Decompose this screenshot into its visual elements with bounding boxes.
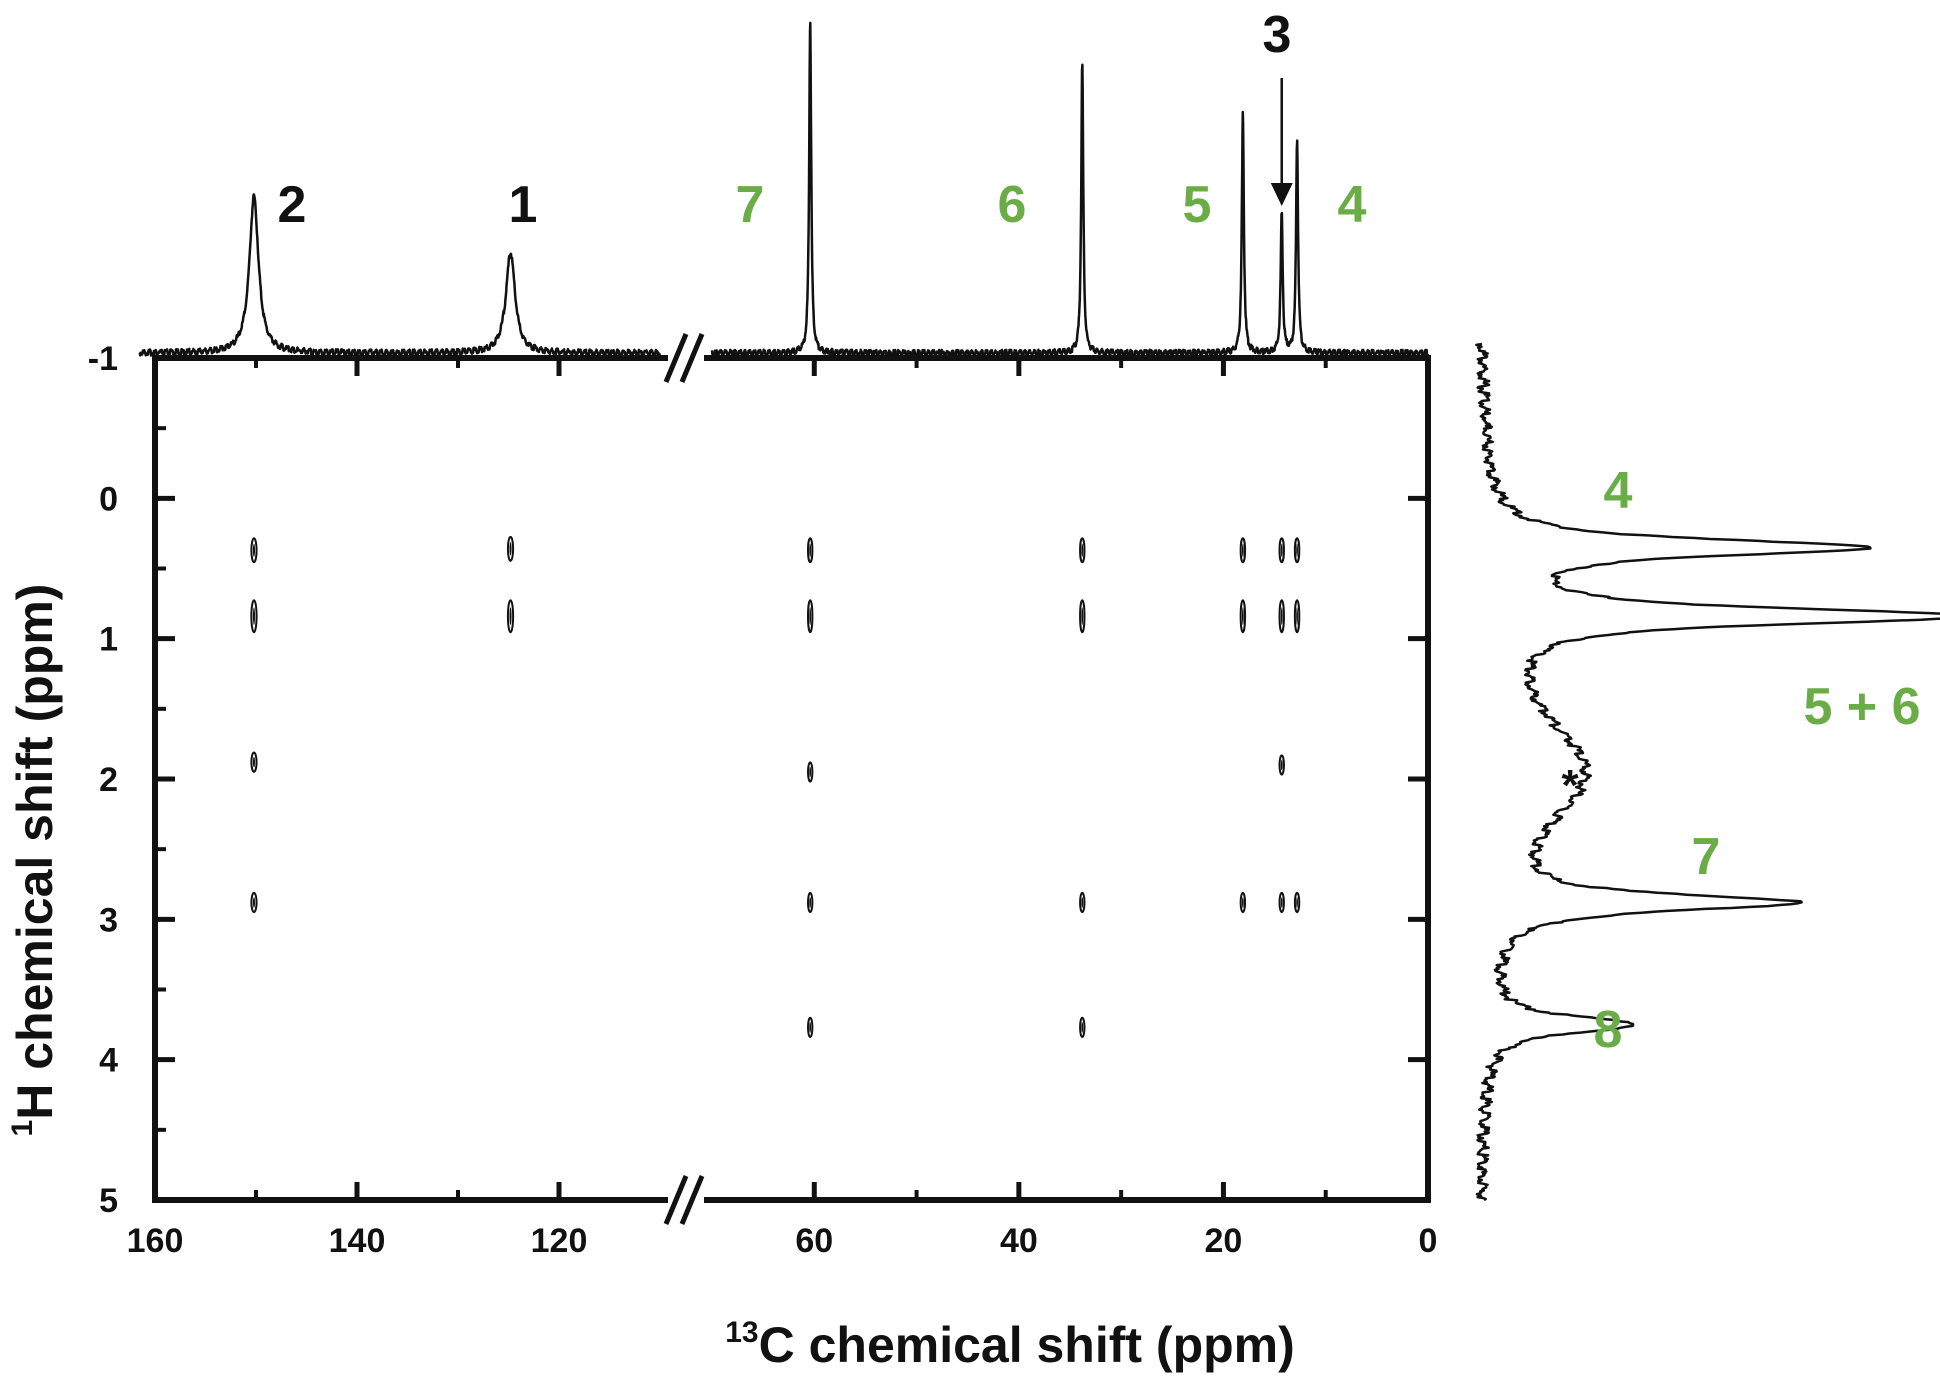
y-axis-label: 1H chemical shift (ppm) <box>6 584 63 1137</box>
cross-peak <box>1239 891 1247 914</box>
proton-trace <box>1475 342 1940 1202</box>
cross-peak-core <box>809 543 812 557</box>
y-tick-label: 3 <box>99 901 118 939</box>
x-tick-label: 40 <box>1000 1222 1038 1260</box>
proton-peak-label: 4 <box>1604 462 1633 520</box>
x-axis-label-text: C chemical shift (ppm) <box>759 1317 1295 1373</box>
cross-peak-core <box>1081 897 1084 908</box>
x-tick-label: 120 <box>531 1222 588 1260</box>
cross-peak-core <box>252 607 256 626</box>
carbon-peak-label: 7 <box>736 176 765 234</box>
cross-peak-core <box>509 607 512 626</box>
y-axis-label-text: H chemical shift (ppm) <box>7 584 63 1120</box>
cross-peak <box>506 535 515 562</box>
proton-1d-projection <box>1475 342 1940 1202</box>
cross-peak-core <box>1241 543 1244 557</box>
y-tick-label: 1 <box>99 621 118 659</box>
cross-peak-core <box>1280 607 1283 626</box>
cross-peak-core <box>809 1022 812 1033</box>
cross-peak <box>250 599 258 634</box>
carbon-1d-projection <box>138 21 1430 358</box>
peak-arrow-head <box>1270 183 1293 206</box>
cross-peak <box>806 761 814 783</box>
y-axis-ticks: -1 0 1 2 3 4 5 <box>88 340 1428 1220</box>
carbon-trace-left <box>138 193 662 358</box>
proton-peak-label: * <box>1561 761 1579 810</box>
cross-peak-core <box>1081 607 1084 626</box>
cross-peak <box>1293 891 1301 914</box>
cross-peak <box>1278 891 1285 914</box>
proton-peak-label: 5 + 6 <box>1803 678 1920 736</box>
carbon-peak-label: 3 <box>1263 6 1292 64</box>
axis-break-mark-bottom-1 <box>679 1175 705 1225</box>
carbon-peak-label: 2 <box>278 176 307 234</box>
x-tick-label: 140 <box>329 1222 386 1260</box>
cross-peak-core <box>1280 759 1283 771</box>
cross-peak-core <box>509 542 512 556</box>
cross-peak <box>250 537 258 564</box>
cross-peak <box>806 1016 814 1038</box>
y-tick-label: -1 <box>88 340 118 378</box>
cross-peak <box>1293 599 1301 634</box>
cross-peak <box>1278 754 1285 776</box>
cross-peak-core <box>1280 543 1283 557</box>
y-tick-label: 0 <box>99 480 118 518</box>
y-tick-label: 4 <box>99 1042 118 1080</box>
cross-peak-core <box>1296 543 1298 557</box>
carbon-peak-label: 4 <box>1338 176 1367 234</box>
peak-labels: 2 1 7 6 5 3 4 4 5 + 6 * 7 8 <box>278 6 1921 1059</box>
cross-peak-core <box>809 607 812 626</box>
x-tick-label: 0 <box>1419 1222 1438 1260</box>
x-axis-ticks: 160 140 120 60 40 20 0 <box>127 358 1438 1260</box>
cross-peak <box>1293 537 1301 564</box>
y-axis-label-sup: 1 <box>6 1120 39 1137</box>
plot-border <box>152 355 1431 1203</box>
carbon-peak-label: 5 <box>1183 176 1212 234</box>
cross-peak <box>1079 891 1086 914</box>
cross-peak <box>1239 537 1247 564</box>
carbon-peak-label: 1 <box>509 176 538 234</box>
axis-break-mark-top-0 <box>663 333 689 383</box>
cross-peak <box>1278 599 1285 634</box>
cross-peak-core <box>809 766 812 778</box>
cross-peak <box>806 537 814 564</box>
cross-peak-core <box>1280 897 1283 908</box>
cross-peak <box>1278 537 1285 564</box>
cross-peak-core <box>252 543 256 557</box>
cross-peak-core <box>1081 543 1084 557</box>
cross-peak <box>806 599 814 634</box>
x-tick-label: 20 <box>1205 1222 1243 1260</box>
cross-peak-core <box>1081 1022 1084 1033</box>
cross-peak-core <box>1296 897 1298 908</box>
cross-peak <box>506 599 515 634</box>
cross-peak <box>1079 1016 1086 1038</box>
axis-break-mark-bottom-0 <box>663 1175 689 1225</box>
cross-peak <box>1079 599 1086 634</box>
carbon-trace-right <box>710 21 1430 358</box>
cross-peak-core <box>1241 897 1244 908</box>
proton-peak-label: 7 <box>1692 828 1721 886</box>
x-tick-label: 60 <box>795 1222 833 1260</box>
carbon-peak-label: 6 <box>998 176 1027 234</box>
proton-peak-label: 8 <box>1594 1001 1623 1059</box>
cross-peak <box>250 891 258 914</box>
y-tick-label: 5 <box>99 1182 118 1220</box>
cross-peak-core <box>809 897 812 908</box>
cross-peak <box>1079 537 1086 564</box>
y-tick-label: 2 <box>99 761 118 799</box>
cross-peak <box>1239 599 1247 634</box>
cross-peak-core <box>1296 607 1298 626</box>
cross-peak-core <box>1241 607 1244 626</box>
cross-peak <box>806 891 814 914</box>
axis-break-mark-top-1 <box>679 333 705 383</box>
x-axis-label: 13C chemical shift (ppm) <box>725 1316 1295 1373</box>
cross-peak <box>250 751 258 773</box>
cross-peak-core <box>252 756 256 768</box>
cross-peaks <box>250 535 1301 1038</box>
x-axis-label-sup: 13 <box>725 1316 758 1349</box>
x-tick-label: 160 <box>127 1222 184 1260</box>
cross-peak-core <box>252 897 256 908</box>
plot-frame <box>152 333 1431 1225</box>
